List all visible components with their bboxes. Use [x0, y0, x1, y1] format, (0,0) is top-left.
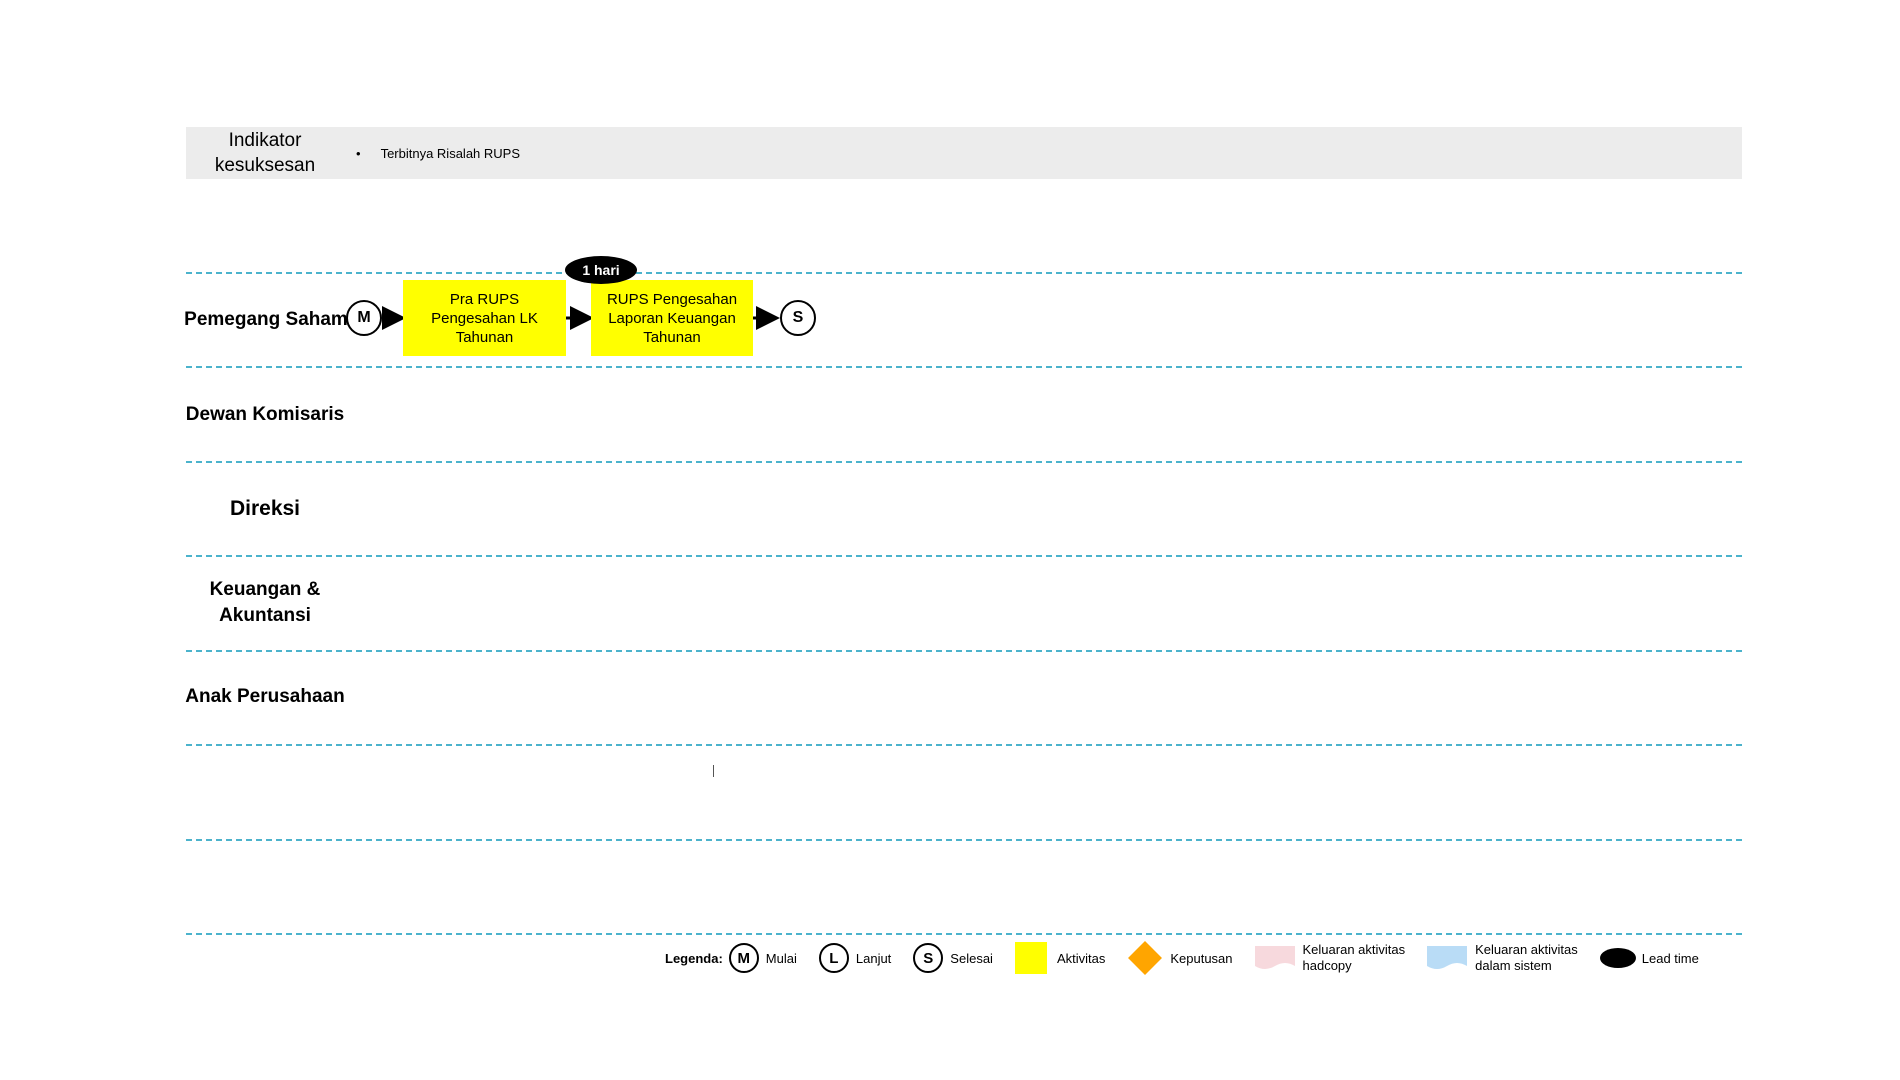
activity-line: Pra RUPS	[449, 290, 520, 308]
continue-symbol-icon: L	[818, 943, 849, 973]
lane-label-dewan-komisaris: Dewan Komisaris	[185, 404, 345, 425]
system-document-icon	[1427, 946, 1468, 969]
legend-label: Keputusan	[1170, 950, 1233, 966]
leadtime-badge: 1 hari	[565, 256, 637, 284]
legend-label: Keluaran aktivitas	[1475, 942, 1578, 957]
legend-title: Legenda:	[665, 950, 723, 966]
bullet-icon: •	[356, 145, 361, 161]
legend-item-decision: Keputusan	[1127, 941, 1233, 975]
lane-label-line2: Akuntansi	[219, 605, 311, 626]
indicator-label-line2: kesuksesan	[214, 155, 316, 176]
indicator-item: • Terbitnya Risalah RUPS	[356, 127, 520, 179]
indicator-label-line1: Indikator	[228, 130, 302, 151]
success-indicator-bar: Indikator kesuksesan • Terbitnya Risalah…	[186, 127, 1742, 179]
legend-item-continue: L Lanjut	[818, 943, 892, 973]
legend-label: Aktivitas	[1056, 950, 1106, 966]
activity-symbol-icon	[1014, 942, 1047, 974]
lane-divider	[186, 839, 1742, 841]
end-node: S	[780, 300, 816, 336]
legend-item-activity: Aktivitas	[1014, 942, 1106, 974]
lane-label-anak-perusahaan: Anak Perusahaan	[185, 686, 345, 707]
lane-divider	[186, 555, 1742, 557]
legend-label: Selesai	[950, 950, 993, 966]
activity-line: Laporan Keuangan	[608, 309, 736, 327]
stray-mark	[713, 765, 714, 777]
lane-label-keuangan-akuntansi: Keuangan & Akuntansi	[180, 577, 350, 629]
legend-label: Keluaran aktivitas	[1302, 942, 1406, 957]
legend: Legenda: M Mulai L Lanjut S Selesai Akti…	[665, 940, 1699, 976]
end-symbol-icon: S	[913, 943, 944, 973]
activity-line: Tahunan	[455, 328, 514, 346]
lane-divider	[186, 650, 1742, 652]
legend-label: Lead time	[1641, 950, 1699, 966]
legend-item-system: Keluaran aktivitas dalam sistem	[1427, 942, 1578, 974]
legend-label: hadcopy	[1302, 958, 1352, 973]
lane-divider	[186, 272, 1742, 274]
lane-divider	[186, 366, 1742, 368]
decision-diamond-icon	[1128, 941, 1163, 975]
lane-divider	[186, 933, 1742, 935]
legend-item-start: M Mulai	[728, 943, 797, 973]
activity-line: Pengesahan LK	[431, 309, 538, 327]
activity-rups-pengesahan: RUPS Pengesahan Laporan Keuangan Tahunan	[591, 280, 753, 356]
legend-item-hardcopy: Keluaran aktivitas hadcopy	[1254, 942, 1406, 974]
hardcopy-document-icon	[1254, 946, 1295, 969]
legend-item-leadtime: Lead time	[1599, 948, 1699, 968]
indicator-label: Indikator kesuksesan	[186, 127, 344, 179]
activity-pra-rups: Pra RUPS Pengesahan LK Tahunan	[403, 280, 566, 356]
indicator-item-text: Terbitnya Risalah RUPS	[380, 145, 521, 161]
start-symbol-icon: M	[728, 943, 759, 973]
activity-line: Tahunan	[643, 328, 701, 346]
lane-divider	[186, 461, 1742, 463]
leadtime-ellipse-icon	[1599, 948, 1636, 968]
lane-label-line1: Keuangan &	[209, 579, 321, 600]
legend-label: Mulai	[765, 950, 797, 966]
activity-line: RUPS Pengesahan	[606, 290, 738, 308]
legend-label: Lanjut	[855, 950, 892, 966]
lane-label-direksi: Direksi	[229, 497, 301, 520]
legend-item-end: S Selesai	[913, 943, 993, 973]
legend-label: dalam sistem	[1475, 958, 1552, 973]
lane-label-pemegang-saham: Pemegang Saham	[184, 309, 348, 330]
start-node: M	[346, 300, 382, 336]
lane-divider	[186, 744, 1742, 746]
